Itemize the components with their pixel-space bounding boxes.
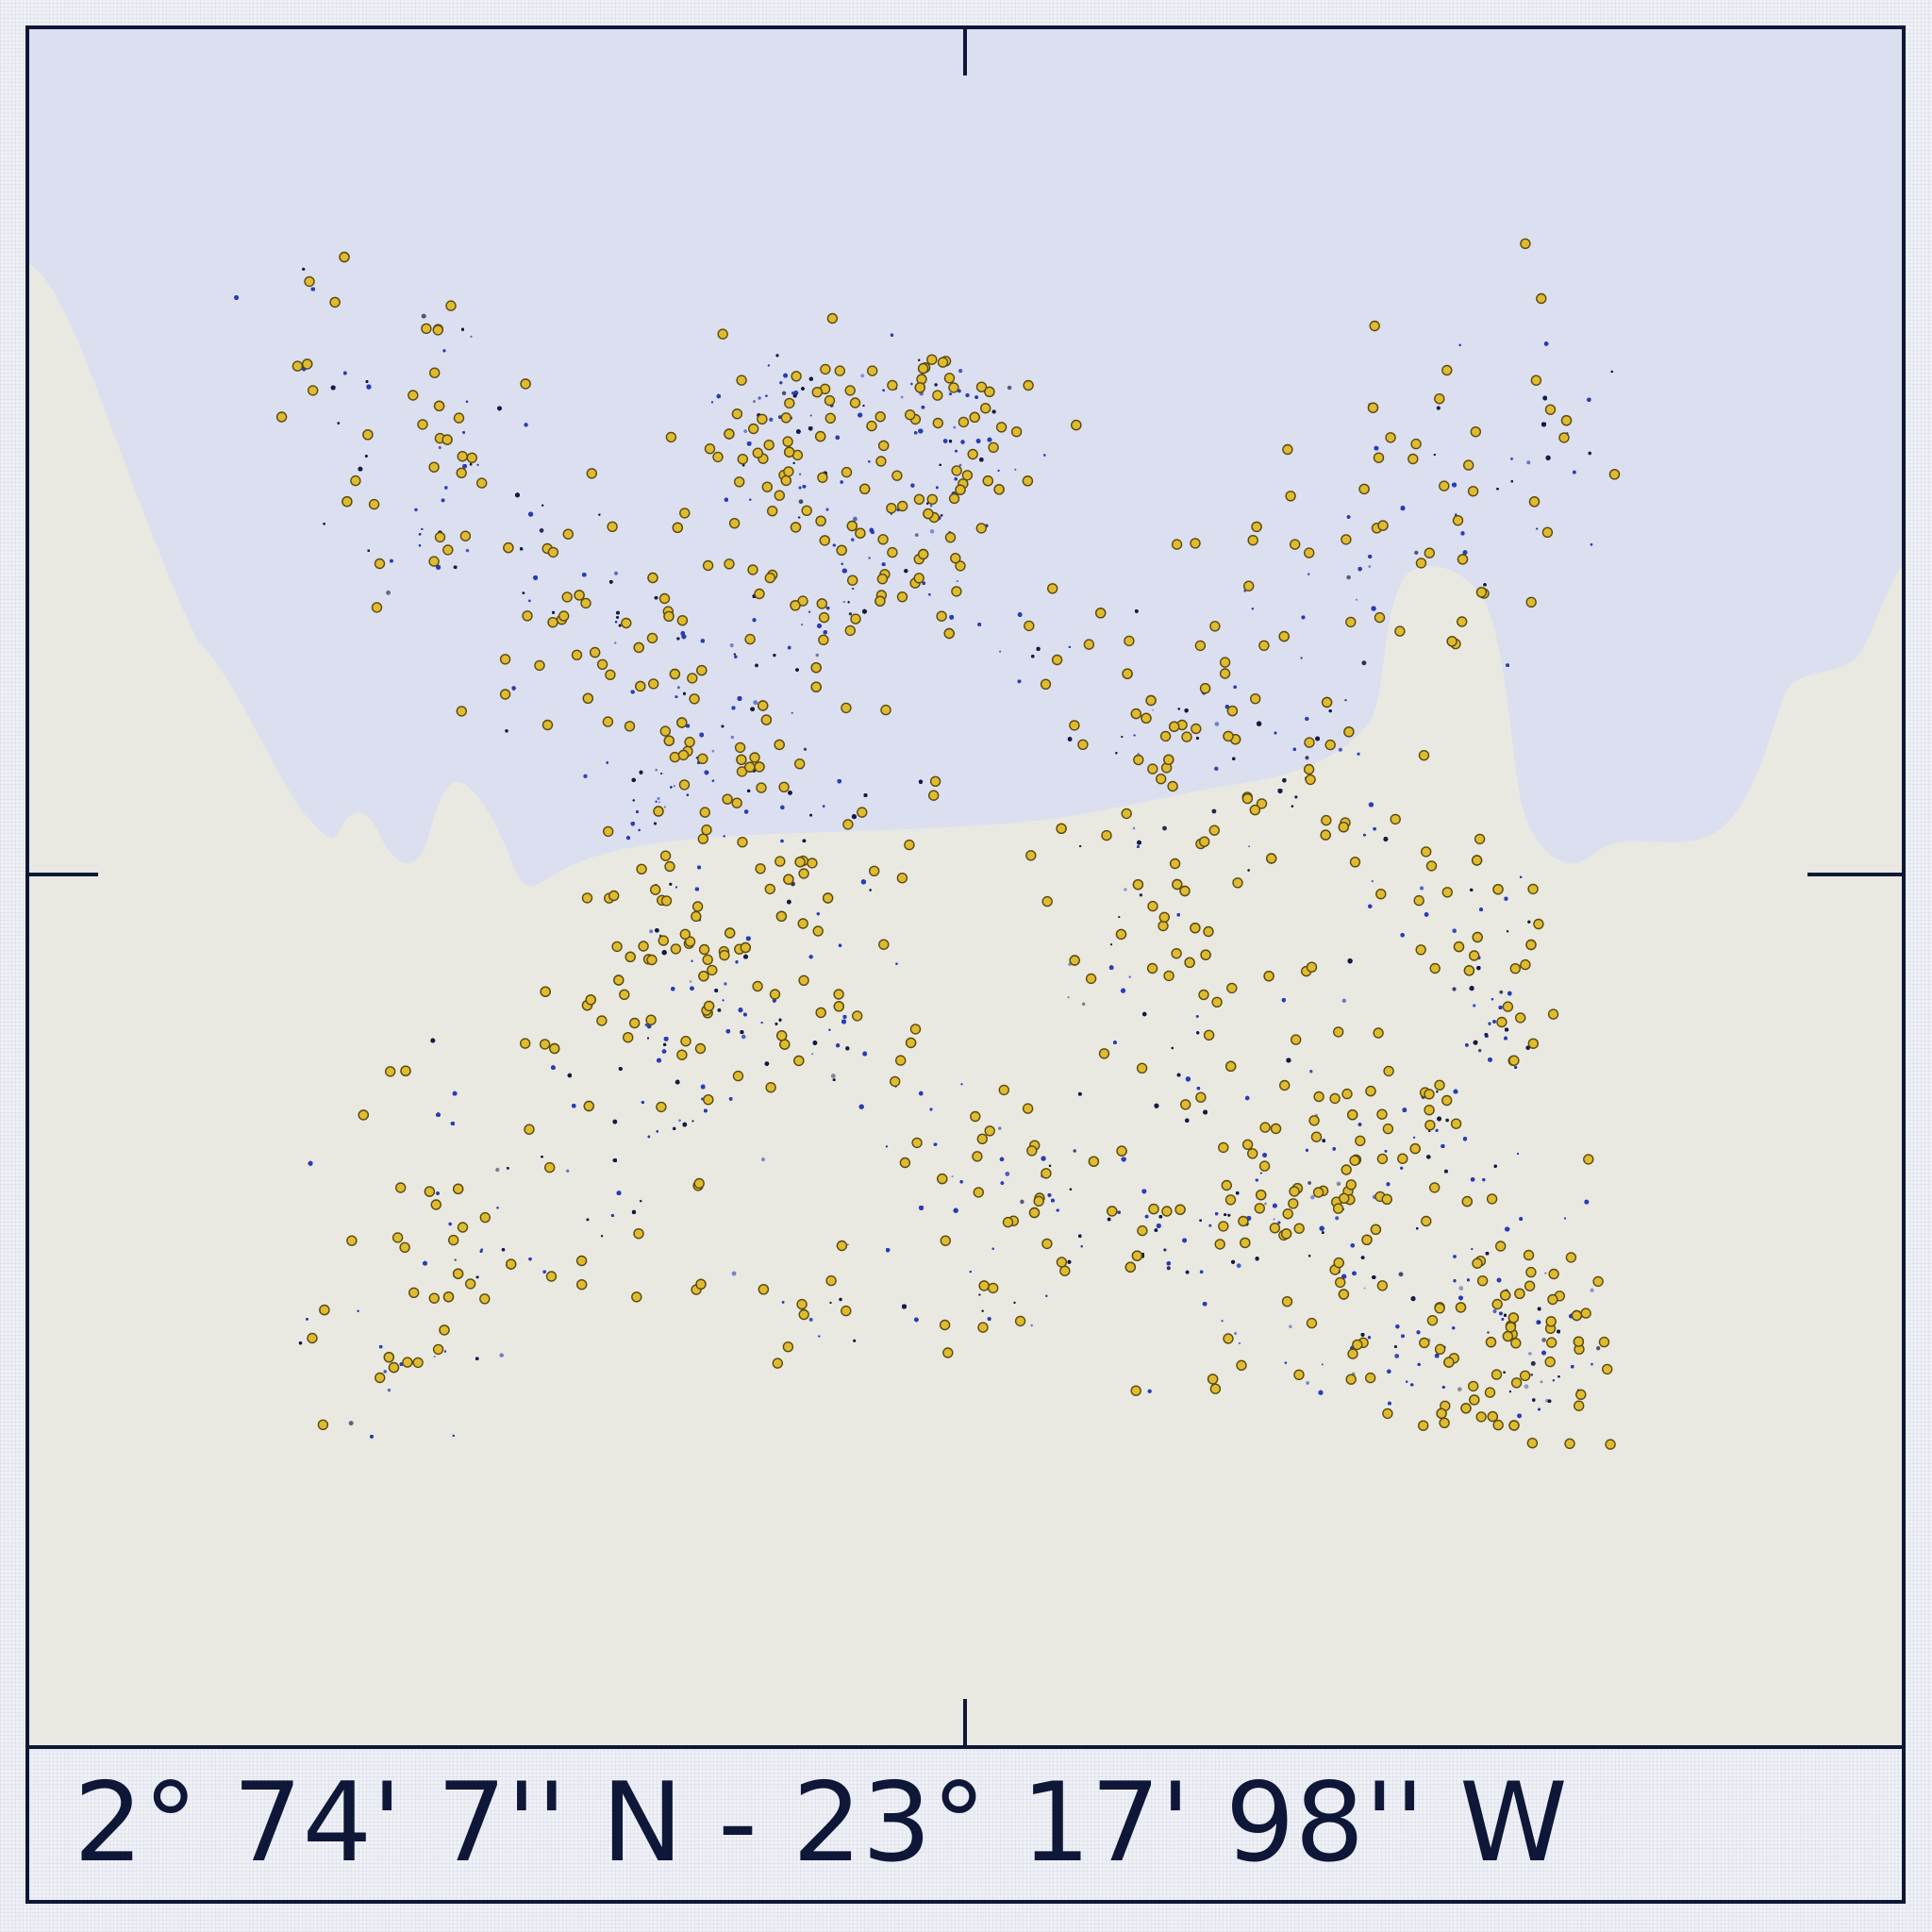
water-area: [29, 29, 1902, 887]
map-frame: [25, 25, 1906, 1904]
marker-points: [275, 238, 1621, 1450]
caption-divider: [25, 1745, 1906, 1749]
coordinates-caption: 2° 74' 7'' N - 23° 17' 98'' W: [74, 1759, 1568, 1887]
crosshair-ticks: [29, 29, 1902, 1745]
